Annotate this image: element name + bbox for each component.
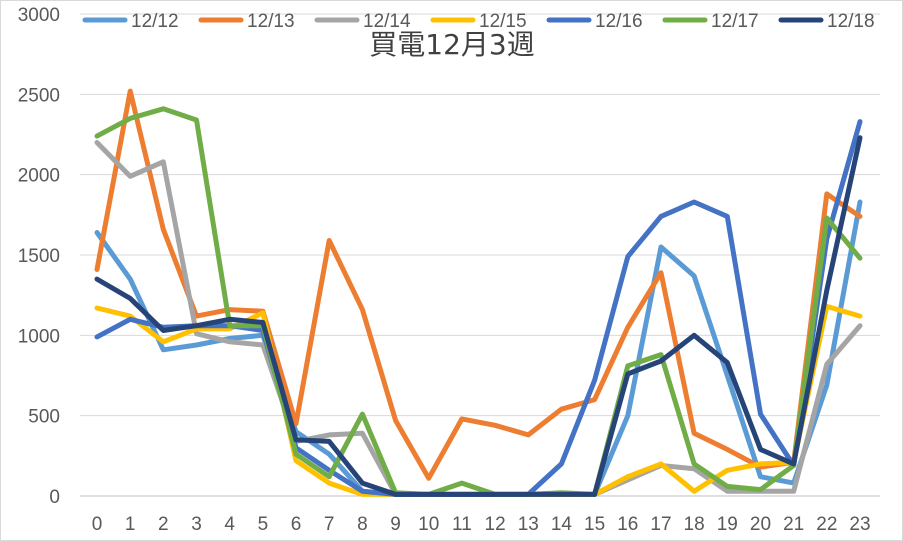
- legend-item-12-14: 12/14: [314, 11, 411, 32]
- x-tick-label: 8: [357, 514, 368, 535]
- x-tick-label: 18: [684, 514, 705, 535]
- legend-label: 12/16: [595, 11, 643, 32]
- legend-item-12-18: 12/18: [778, 11, 875, 32]
- x-tick-label: 6: [291, 514, 302, 535]
- x-axis-tick-labels: 0 1 2 3 4 5 6 7 8 9 10 11 12 13 14 15 16 17 18 19 20 21 22 23: [92, 514, 871, 535]
- x-tick-label: 11: [452, 514, 472, 535]
- x-tick-label: 13: [518, 514, 539, 535]
- series-line-12-17: [94, 106, 863, 497]
- legend-item-12-16: 12/16: [546, 11, 643, 32]
- y-tick-label: 3000: [18, 5, 60, 26]
- x-tick-label: 15: [584, 514, 605, 535]
- x-tick-label: 2: [158, 514, 169, 535]
- series-line-12-18: [94, 135, 863, 497]
- x-tick-label: 22: [816, 514, 837, 535]
- x-tick-label: 19: [717, 514, 738, 535]
- y-tick-label: 2500: [18, 85, 60, 106]
- legend-label: 12/12: [131, 11, 179, 32]
- legend-label: 12/13: [247, 11, 295, 32]
- x-tick-label: 12: [485, 514, 506, 535]
- x-tick-label: 21: [783, 514, 804, 535]
- legend-item-12-12: 12/12: [82, 11, 179, 32]
- y-tick-label: 2000: [18, 166, 60, 187]
- legend: 12/12 12/13 12/14 12/15 12/16 12/17 12/18: [82, 11, 875, 32]
- x-tick-label: 7: [324, 514, 335, 535]
- legend-label: 12/15: [479, 11, 527, 32]
- legend-item-12-15: 12/15: [430, 11, 527, 32]
- x-tick-label: 3: [191, 514, 202, 535]
- x-tick-label: 23: [849, 514, 870, 535]
- legend-item-12-17: 12/17: [662, 11, 759, 32]
- series-line-12-13: [94, 88, 863, 481]
- series-lines: [94, 88, 863, 497]
- legend-label: 12/18: [827, 11, 875, 32]
- legend-label: 12/14: [363, 11, 411, 32]
- x-tick-label: 1: [125, 514, 136, 535]
- x-tick-label: 9: [390, 514, 401, 535]
- x-tick-label: 20: [750, 514, 771, 535]
- y-tick-label: 1500: [18, 246, 60, 267]
- legend-label: 12/17: [711, 11, 759, 32]
- chart-title: 買電12月3週: [369, 28, 534, 61]
- x-tick-label: 16: [617, 514, 638, 535]
- x-tick-label: 0: [92, 514, 103, 535]
- legend-item-12-13: 12/13: [198, 11, 295, 32]
- y-tick-label: 1000: [18, 326, 60, 347]
- x-tick-label: 14: [551, 514, 573, 535]
- y-tick-label: 0: [49, 487, 60, 508]
- x-tick-label: 17: [650, 514, 671, 535]
- x-tick-label: 10: [418, 514, 439, 535]
- y-tick-label: 500: [28, 407, 60, 428]
- y-axis-tick-labels: 0 500 1000 1500 2000 2500 3000: [18, 5, 60, 508]
- x-tick-label: 5: [258, 514, 269, 535]
- x-tick-label: 4: [224, 514, 235, 535]
